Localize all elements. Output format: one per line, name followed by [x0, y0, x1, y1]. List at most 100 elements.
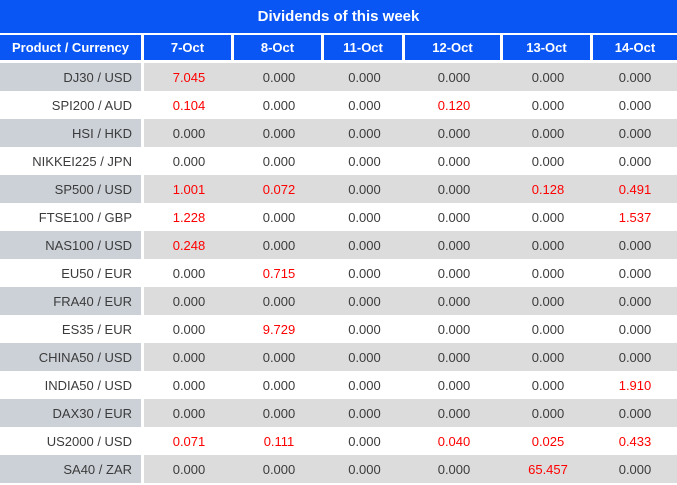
table-body: DJ30 / USD 7.045 0.000 0.000 0.000 0.000 0.000…: [0, 63, 677, 483]
dividend-value: 0.000: [324, 91, 405, 119]
dividend-value: 0.000: [593, 343, 677, 371]
dividend-value: 0.000: [593, 399, 677, 427]
table-row: EU50 / EUR 0.000 0.715 0.000 0.000 0.000 0.000: [0, 259, 677, 287]
column-header-3: 11-Oct: [324, 35, 405, 60]
dividend-value: 0.111: [234, 427, 324, 455]
product-label: FRA40 / EUR: [0, 287, 144, 315]
dividend-value: 0.000: [324, 231, 405, 259]
dividend-value: 0.000: [593, 455, 677, 483]
dividend-value: 0.000: [234, 231, 324, 259]
dividend-value: 0.000: [405, 231, 503, 259]
dividend-value: 0.000: [144, 119, 234, 147]
dividend-value: 0.000: [593, 119, 677, 147]
dividend-value: 0.000: [405, 287, 503, 315]
product-label: NIKKEI225 / JPN: [0, 147, 144, 175]
dividend-value: 0.000: [234, 287, 324, 315]
dividend-value: 0.000: [405, 399, 503, 427]
dividend-value: 0.000: [503, 343, 593, 371]
dividend-value: 0.000: [234, 455, 324, 483]
dividend-value: 0.000: [503, 287, 593, 315]
dividend-value: 0.248: [144, 231, 234, 259]
table-row: DAX30 / EUR 0.000 0.000 0.000 0.000 0.000 0.00…: [0, 399, 677, 427]
dividend-value: 0.000: [324, 147, 405, 175]
dividend-value: 0.000: [405, 119, 503, 147]
dividend-value: 0.128: [503, 175, 593, 203]
dividend-value: 0.000: [234, 119, 324, 147]
dividend-value: 0.000: [503, 231, 593, 259]
dividend-value: 0.000: [144, 343, 234, 371]
dividend-value: 0.025: [503, 427, 593, 455]
dividend-value: 0.071: [144, 427, 234, 455]
dividend-value: 0.000: [324, 399, 405, 427]
dividend-value: 0.000: [144, 259, 234, 287]
dividend-value: 0.000: [503, 63, 593, 91]
table-row: SP500 / USD 1.001 0.072 0.000 0.000 0.128 0.49…: [0, 175, 677, 203]
dividend-value: 0.000: [405, 63, 503, 91]
table-row: US2000 / USD 0.071 0.111 0.000 0.040 0.025 0.4…: [0, 427, 677, 455]
column-header-2: 8-Oct: [234, 35, 324, 60]
dividend-value: 0.000: [405, 315, 503, 343]
dividend-value: 0.715: [234, 259, 324, 287]
dividend-value: 0.491: [593, 175, 677, 203]
dividend-value: 0.000: [234, 147, 324, 175]
table-row: FTSE100 / GBP 1.228 0.000 0.000 0.000 0.000 1.…: [0, 203, 677, 231]
dividend-value: 0.000: [144, 315, 234, 343]
dividend-value: 0.000: [144, 287, 234, 315]
dividend-value: 0.000: [405, 455, 503, 483]
dividend-value: 0.000: [503, 147, 593, 175]
dividend-value: 0.000: [324, 455, 405, 483]
dividend-value: 0.000: [234, 63, 324, 91]
dividend-value: 0.433: [593, 427, 677, 455]
dividend-value: 0.000: [234, 371, 324, 399]
product-label: SA40 / ZAR: [0, 455, 144, 483]
product-label: SP500 / USD: [0, 175, 144, 203]
dividend-value: 0.000: [405, 259, 503, 287]
dividend-value: 0.000: [324, 287, 405, 315]
dividend-value: 0.000: [144, 371, 234, 399]
table-row: ES35 / EUR 0.000 9.729 0.000 0.000 0.000 0.000: [0, 315, 677, 343]
table-row: SA40 / ZAR 0.000 0.000 0.000 0.000 65.457 0.00…: [0, 455, 677, 483]
dividend-value: 0.000: [503, 399, 593, 427]
table-row: NIKKEI225 / JPN 0.000 0.000 0.000 0.000 0.000…: [0, 147, 677, 175]
dividend-value: 0.000: [503, 371, 593, 399]
table-title: Dividends of this week: [0, 0, 677, 33]
dividend-value: 0.000: [324, 427, 405, 455]
dividend-value: 0.000: [593, 147, 677, 175]
table-row: INDIA50 / USD 0.000 0.000 0.000 0.000 0.000 1.…: [0, 371, 677, 399]
dividend-value: 0.000: [593, 91, 677, 119]
dividend-value: 0.000: [405, 371, 503, 399]
dividend-value: 0.000: [503, 315, 593, 343]
product-label: US2000 / USD: [0, 427, 144, 455]
dividend-value: 7.045: [144, 63, 234, 91]
dividend-value: 0.000: [144, 455, 234, 483]
table-row: FRA40 / EUR 0.000 0.000 0.000 0.000 0.000 0.00…: [0, 287, 677, 315]
dividend-value: 0.000: [593, 259, 677, 287]
dividend-value: 0.000: [593, 231, 677, 259]
column-header-0: Product / Currency: [0, 35, 144, 60]
dividend-value: 0.000: [503, 119, 593, 147]
dividend-value: 0.000: [593, 315, 677, 343]
dividend-value: 1.537: [593, 203, 677, 231]
dividend-value: 0.000: [324, 203, 405, 231]
table-row: SPI200 / AUD 0.104 0.000 0.000 0.120 0.000 0.0…: [0, 91, 677, 119]
dividend-value: 1.228: [144, 203, 234, 231]
product-label: INDIA50 / USD: [0, 371, 144, 399]
dividend-value: 0.000: [144, 147, 234, 175]
product-label: HSI / HKD: [0, 119, 144, 147]
dividend-value: 0.040: [405, 427, 503, 455]
dividend-value: 0.000: [405, 147, 503, 175]
dividend-value: 9.729: [234, 315, 324, 343]
product-label: DJ30 / USD: [0, 63, 144, 91]
dividend-value: 0.000: [324, 315, 405, 343]
product-label: CHINA50 / USD: [0, 343, 144, 371]
column-header-6: 14-Oct: [593, 35, 677, 60]
product-label: FTSE100 / GBP: [0, 203, 144, 231]
dividend-value: 0.000: [503, 259, 593, 287]
product-label: SPI200 / AUD: [0, 91, 144, 119]
dividend-value: 0.000: [324, 371, 405, 399]
column-header-1: 7-Oct: [144, 35, 234, 60]
dividend-value: 1.910: [593, 371, 677, 399]
product-label: EU50 / EUR: [0, 259, 144, 287]
dividend-value: 0.000: [234, 343, 324, 371]
dividend-value: 1.001: [144, 175, 234, 203]
